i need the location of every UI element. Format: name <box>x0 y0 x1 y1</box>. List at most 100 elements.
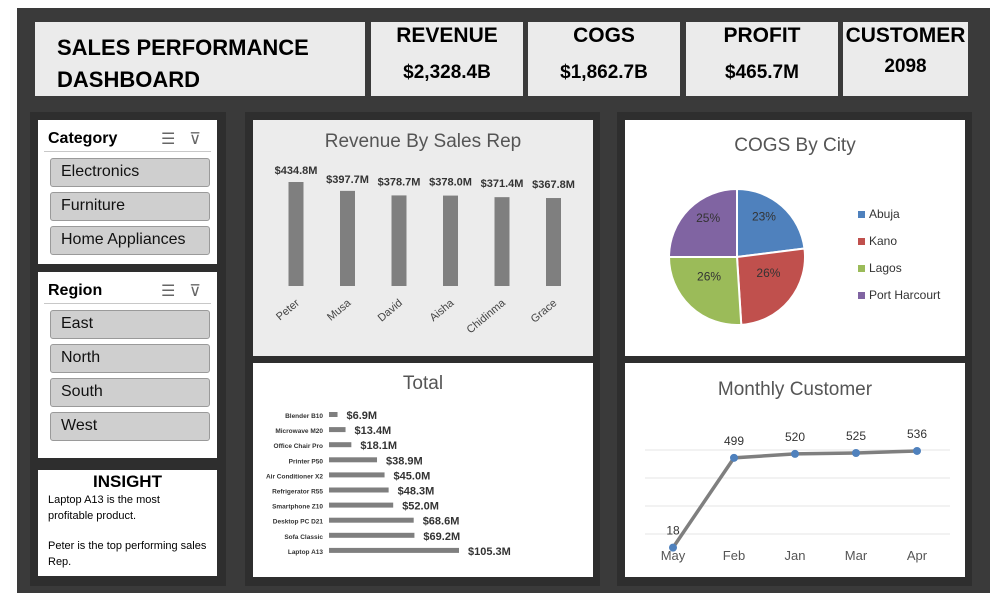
bar <box>288 182 304 286</box>
category-label: Printer P50 <box>289 458 324 465</box>
pie-slice <box>667 256 743 326</box>
slicer-title: Region <box>48 281 103 299</box>
slicer-item-south[interactable]: South <box>50 378 210 407</box>
bar <box>329 487 389 493</box>
data-point <box>791 449 799 458</box>
data-label: $6.9M <box>347 410 378 422</box>
kpi-cogs: COGS $1,862.7B <box>528 22 680 96</box>
kpi-label: COGS <box>573 24 635 47</box>
kpi-value: $465.7M <box>725 62 799 83</box>
data-label: $434.8M <box>275 165 318 177</box>
category-label: David <box>376 297 405 324</box>
chart-title: Total <box>403 373 443 394</box>
data-label: 536 <box>907 427 927 441</box>
bar <box>329 532 415 538</box>
data-label: $52.0M <box>402 501 439 513</box>
kpi-value: $2,328.4B <box>403 62 491 83</box>
category-label: Peter <box>274 297 302 323</box>
bar <box>340 190 355 286</box>
legend-label: Port Harcourt <box>869 288 941 302</box>
x-tick-label: Apr <box>907 548 928 563</box>
bar <box>329 547 459 553</box>
pie-slice <box>736 187 806 259</box>
bar <box>391 195 407 286</box>
slicer-item-north[interactable]: North <box>50 344 210 373</box>
data-point <box>852 449 860 457</box>
pie-slice <box>735 247 806 326</box>
revenue-by-rep-svg: Revenue By Sales Rep $434.8M Peter $397.7M… <box>274 131 575 337</box>
category-label: Office Chair Pro <box>274 443 324 450</box>
bar <box>329 457 378 463</box>
bar <box>329 442 352 448</box>
pie-slice <box>667 187 738 258</box>
slicer-header: Category ☰ ⊽ <box>44 120 211 152</box>
slicer-item-home-appliances[interactable]: Home Appliances <box>50 226 210 255</box>
category-label: Sofa Classic <box>284 534 323 541</box>
slice-label: 25% <box>696 211 720 225</box>
title-line2: DASHBOARD <box>57 67 200 92</box>
data-label: $397.7M <box>326 174 369 186</box>
data-point <box>669 543 677 552</box>
slicer-item-furniture[interactable]: Furniture <box>50 192 210 221</box>
data-label: 525 <box>846 429 866 443</box>
slicer-item-west[interactable]: West <box>50 412 210 441</box>
data-label: $367.8M <box>532 179 575 191</box>
clear-filter-icon[interactable]: ⊽ <box>189 282 201 300</box>
cogs-by-city-chart: COGS By City 23% 26% 26% 25% Abuja Kano Lagos P… <box>625 120 965 356</box>
category-label: Aisha <box>428 297 457 324</box>
slice-label: 23% <box>752 209 776 223</box>
kpi-label: REVENUE <box>396 24 498 47</box>
multi-select-icon[interactable]: ☰ <box>160 282 176 300</box>
category-label: Desktop PC D21 <box>273 519 324 526</box>
bar <box>546 198 561 286</box>
clear-filter-icon[interactable]: ⊽ <box>189 130 201 148</box>
x-tick-label: Jan <box>785 548 806 563</box>
x-tick-label: Feb <box>723 548 745 563</box>
category-label: Chidinma <box>465 297 509 337</box>
chart-title: COGS By City <box>734 135 856 156</box>
kpi-revenue: REVENUE $2,328.4B <box>371 22 523 96</box>
legend-swatch <box>858 211 865 218</box>
series-line <box>671 449 918 549</box>
category-label: Smartphone Z10 <box>272 504 323 511</box>
data-label: $371.4M <box>481 178 524 190</box>
kpi-label: PROFIT <box>723 24 801 47</box>
data-label: $105.3M <box>468 546 511 558</box>
slice-label: 26% <box>697 270 721 284</box>
bar <box>329 412 338 417</box>
category-label: Air Conditioner X2 <box>266 473 323 480</box>
kpi-value: 2098 <box>884 56 927 77</box>
title-line1: SALES PERFORMANCE <box>57 35 309 60</box>
bar <box>329 502 394 508</box>
insight-line2: Peter is the top performing sales Rep. <box>48 540 207 568</box>
data-label: $48.3M <box>398 486 435 498</box>
data-label: 18 <box>666 524 680 538</box>
insight-box: INSIGHT Laptop A13 is the most profitabl… <box>38 470 217 576</box>
multi-select-icon[interactable]: ☰ <box>160 130 176 148</box>
kpi-customer: CUSTOMER 2098 <box>843 22 968 96</box>
legend-label: Lagos <box>869 261 902 275</box>
insight-title: INSIGHT <box>93 472 162 491</box>
category-label: Blender B10 <box>285 413 323 420</box>
data-label: $38.9M <box>386 455 423 467</box>
cogs-by-city-svg: COGS By City 23% 26% 26% 25% Abuja Kano Lagos P… <box>667 135 941 326</box>
kpi-value: $1,862.7B <box>560 62 648 83</box>
data-label: 520 <box>785 430 805 444</box>
category-label: Refrigerator R55 <box>272 489 323 496</box>
slicer-item-electronics[interactable]: Electronics <box>50 158 210 187</box>
slice-label: 26% <box>756 266 780 280</box>
category-label: Grace <box>529 297 560 325</box>
insight-line1: Laptop A13 is the most profitable produc… <box>48 494 160 522</box>
kpi-profit: PROFIT $465.7M <box>686 22 838 96</box>
data-label: $45.0M <box>394 470 431 482</box>
chart-title: Monthly Customer <box>718 379 873 400</box>
data-label: $68.6M <box>423 516 460 528</box>
legend-swatch <box>858 292 865 299</box>
data-point <box>730 453 738 462</box>
legend-swatch <box>858 238 865 245</box>
slicer-item-east[interactable]: East <box>50 310 210 339</box>
total-by-product-chart: Total Blender B10 $6.9M Microwave M20 $13.4… <box>253 363 593 577</box>
data-label: 499 <box>724 434 744 448</box>
data-label: $18.1M <box>360 440 397 452</box>
data-label: $13.4M <box>355 425 392 437</box>
